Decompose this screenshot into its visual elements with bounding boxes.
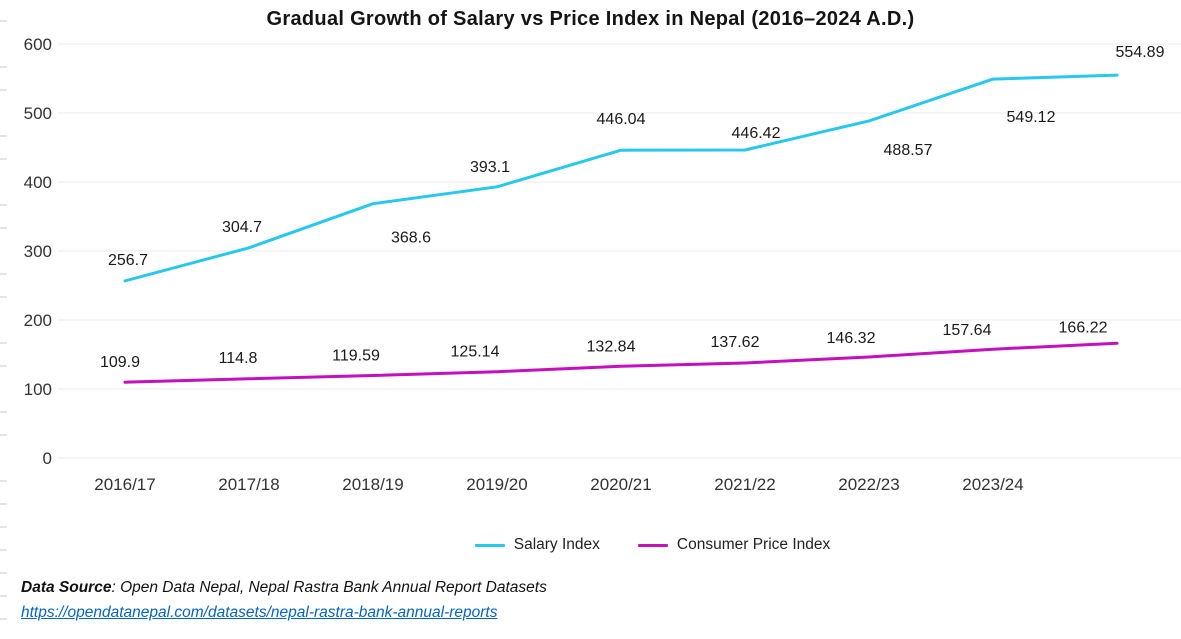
data-label-consumer-price-index-0: 109.9 <box>100 354 140 371</box>
legend-label-salary-index: Salary Index <box>513 536 600 553</box>
data-label-consumer-price-index-3: 125.14 <box>451 344 500 361</box>
data-label-salary-index-0: 256.7 <box>108 252 148 269</box>
y-axis-label-200: 200 <box>24 311 52 330</box>
x-axis-label-2020-21: 2020/21 <box>590 475 651 494</box>
data-source-note: Data Source: Open Data Nepal, Nepal Rast… <box>21 576 547 625</box>
data-label-salary-index-4: 446.04 <box>597 111 646 128</box>
data-label-consumer-price-index-6: 146.32 <box>827 330 876 347</box>
x-axis-label-2018-19: 2018/19 <box>342 475 403 494</box>
y-axis-label-400: 400 <box>24 173 52 192</box>
data-label-consumer-price-index-2: 119.59 <box>332 347 380 364</box>
data-label-consumer-price-index-1: 114.8 <box>219 350 258 367</box>
x-axis-label-2023-24: 2023/24 <box>962 475 1023 494</box>
data-label-consumer-price-index-5: 137.62 <box>711 334 760 351</box>
x-axis-label-2019-20: 2019/20 <box>466 475 527 494</box>
data-label-salary-index-1: 304.7 <box>222 219 262 236</box>
series-line-consumer-price-index <box>123 341 1119 384</box>
y-axis-label-300: 300 <box>24 242 52 261</box>
y-axis-label-0: 0 <box>43 449 52 468</box>
data-label-salary-index-5: 446.42 <box>732 125 781 142</box>
data-label-salary-index-6: 488.57 <box>884 142 933 159</box>
x-axis-label-2017-18: 2017/18 <box>218 475 279 494</box>
data-label-consumer-price-index-7: 157.64 <box>943 322 992 339</box>
legend-item-salary-index: Salary Index <box>474 536 600 554</box>
x-axis-label-2022-23: 2022/23 <box>838 475 899 494</box>
data-label-salary-index-3: 393.1 <box>470 159 510 176</box>
data-label-consumer-price-index-8: 166.22 <box>1059 319 1108 336</box>
chart-title: Gradual Growth of Salary vs Price Index … <box>266 8 915 30</box>
data-source-link[interactable]: https://opendatanepal.com/datasets/nepal… <box>21 604 498 621</box>
y-axis-label-600: 600 <box>24 35 52 54</box>
data-source-text: : Open Data Nepal, Nepal Rastra Bank Ann… <box>111 579 547 596</box>
legend-label-consumer-price-index: Consumer Price Index <box>676 536 831 553</box>
data-label-salary-index-8: 554.89 <box>1116 44 1165 61</box>
data-label-salary-index-2: 368.6 <box>391 230 431 247</box>
data-label-consumer-price-index-4: 132.84 <box>587 338 636 355</box>
data-source-label: Data Source <box>21 579 112 596</box>
series-line-salary-index <box>123 73 1119 283</box>
y-axis-label-100: 100 <box>24 380 52 399</box>
legend-item-consumer-price-index: Consumer Price Index <box>637 536 831 554</box>
chart-legend: Salary Index Consumer Price Index <box>62 536 1181 554</box>
x-axis-label-2021-22: 2021/22 <box>714 475 775 494</box>
data-source-line: Data Source: Open Data Nepal, Nepal Rast… <box>21 576 547 600</box>
consumer-price-index-line-swatch <box>637 543 668 547</box>
y-axis-label-500: 500 <box>24 104 52 123</box>
data-label-salary-index-7: 549.12 <box>1007 109 1056 126</box>
salary-index-line-swatch <box>474 543 505 547</box>
x-axis-label-2016-17: 2016/17 <box>94 475 155 494</box>
